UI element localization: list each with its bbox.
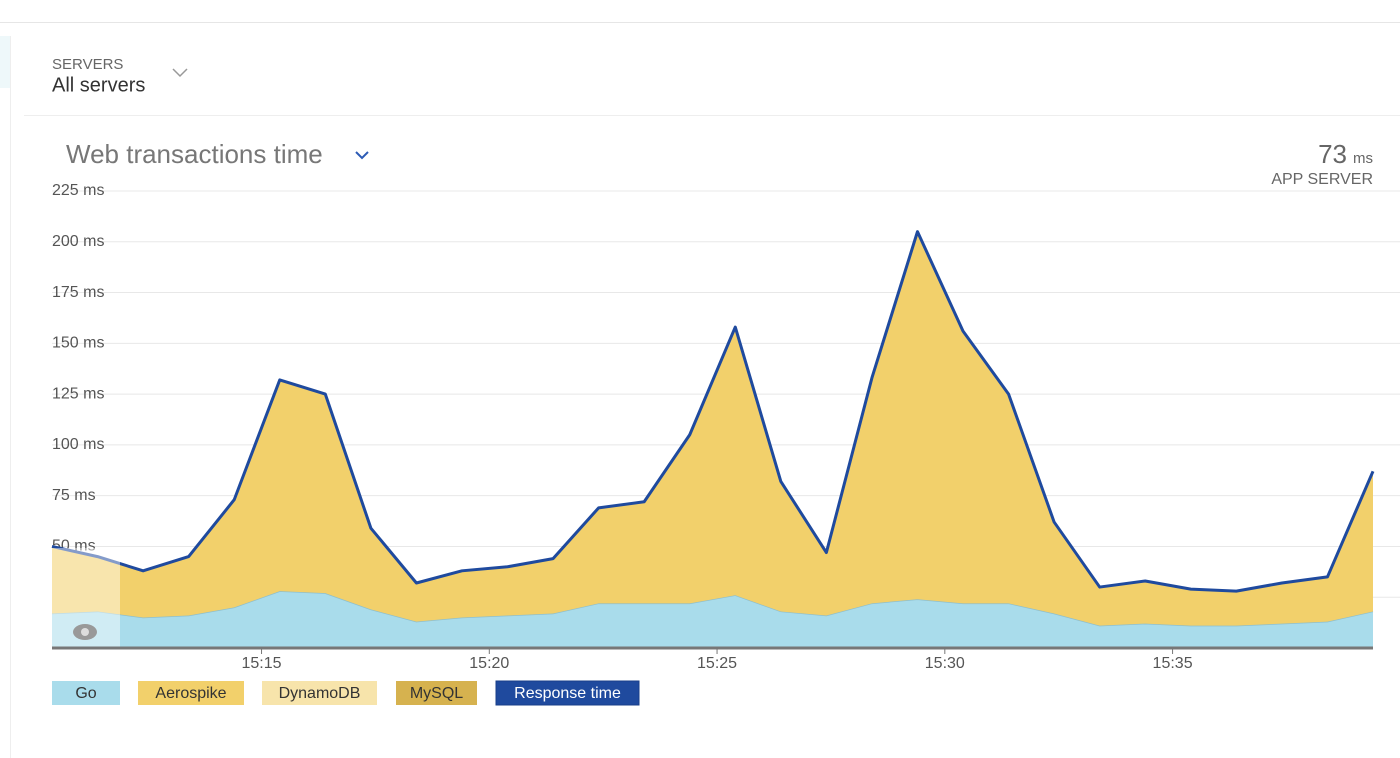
legend-item[interactable]: Go: [52, 681, 120, 705]
legend-swatch: [52, 681, 120, 705]
filter-value: All servers: [52, 74, 145, 96]
chevron: [355, 151, 369, 160]
x-tick-label: 15:35: [1153, 655, 1193, 672]
x-tick-label: 15:25: [697, 655, 737, 672]
x-tick-label: 15:30: [925, 655, 965, 672]
summary-unit: ms: [1353, 150, 1373, 167]
chart-title-group[interactable]: Web transactions time: [66, 139, 369, 169]
legend-label: Go: [75, 685, 96, 702]
legend-swatch: [495, 680, 640, 706]
y-tick-label: 200 ms: [52, 233, 104, 250]
side-tab: [0, 36, 10, 88]
response-line: [51, 230, 1375, 593]
y-tick-label: 75 ms: [52, 487, 96, 504]
legend: Go Aerospike DynamoDB MySQL Response time: [52, 680, 640, 706]
eye-pupil: [81, 628, 89, 636]
legend-item[interactable]: Response time: [495, 680, 640, 706]
legend-swatch: [262, 681, 377, 705]
x-tick-label: 15:15: [242, 655, 282, 672]
chevron: [172, 68, 188, 78]
y-tick-label: 175 ms: [52, 284, 104, 301]
server-filter[interactable]: SERVERS All servers: [52, 56, 188, 96]
legend-swatch: [396, 681, 477, 705]
legend-swatch: [138, 681, 244, 705]
y-tick-label: 150 ms: [52, 335, 104, 352]
area: [52, 231, 1373, 626]
legend-label: Aerospike: [155, 685, 226, 702]
summary-label: APP SERVER: [1271, 171, 1373, 188]
legend-label: Response time: [514, 685, 621, 702]
x-tick-label: 15:20: [469, 655, 509, 672]
legend-label: DynamoDB: [279, 685, 361, 702]
area: [52, 591, 1373, 648]
legend-label: MySQL: [410, 685, 463, 702]
legend-item[interactable]: MySQL: [396, 681, 477, 705]
filter-label: SERVERS: [52, 56, 123, 73]
chart-title: Web transactions time: [66, 139, 323, 169]
legend-item[interactable]: DynamoDB: [262, 681, 377, 705]
y-tick-label: 100 ms: [52, 436, 104, 453]
summary-value: 73: [1318, 139, 1347, 169]
legend-item[interactable]: Aerospike: [138, 681, 244, 705]
y-tick-label: 125 ms: [52, 385, 104, 402]
y-tick-label: 225 ms: [52, 182, 104, 199]
